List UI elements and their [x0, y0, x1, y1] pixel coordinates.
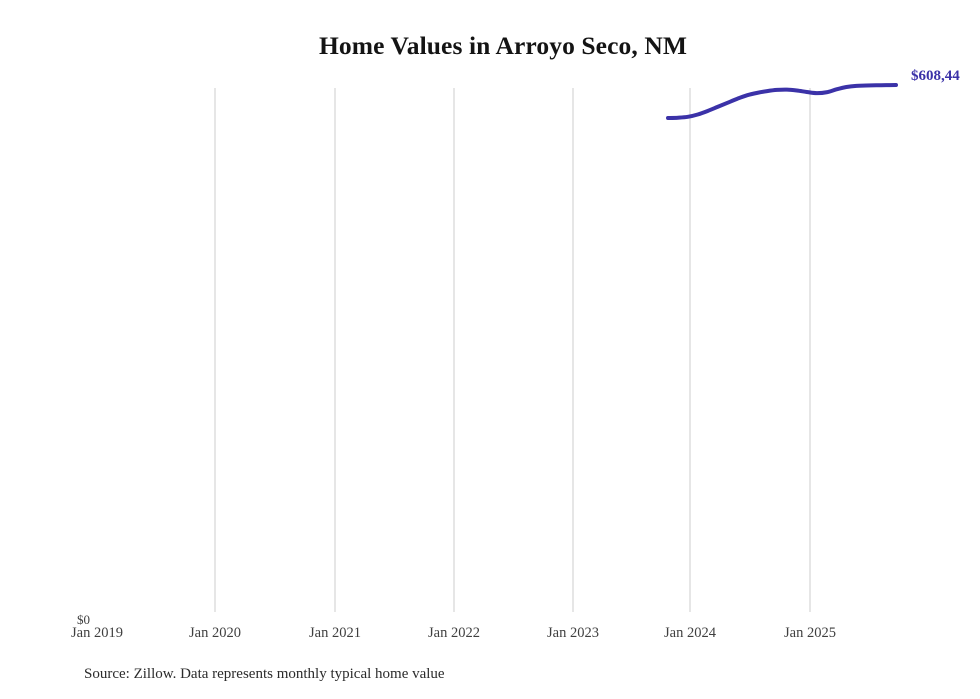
- x-tick-label: Jan 2024: [664, 625, 716, 641]
- x-tick-label: Jan 2023: [547, 625, 599, 641]
- end-value-annotation: $608,44: [911, 68, 960, 84]
- series-line-typical-home-value: [666, 83, 898, 120]
- x-tick-label: Jan 2022: [428, 625, 480, 641]
- x-tick-label: Jan 2025: [784, 625, 836, 641]
- x-tick-label: Jan 2019: [71, 625, 123, 641]
- x-tick-label: Jan 2021: [309, 625, 361, 641]
- y-tick-label: $0: [77, 612, 90, 627]
- source-note: Source: Zillow. Data represents monthly …: [84, 666, 445, 682]
- x-tick-label: Jan 2020: [189, 625, 241, 641]
- chart-title: Home Values in Arroyo Seco, NM: [318, 31, 688, 60]
- gridlines: [214, 88, 811, 612]
- data-series-line: [666, 83, 898, 120]
